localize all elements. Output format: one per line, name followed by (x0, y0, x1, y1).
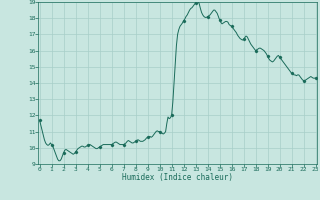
X-axis label: Humidex (Indice chaleur): Humidex (Indice chaleur) (122, 173, 233, 182)
